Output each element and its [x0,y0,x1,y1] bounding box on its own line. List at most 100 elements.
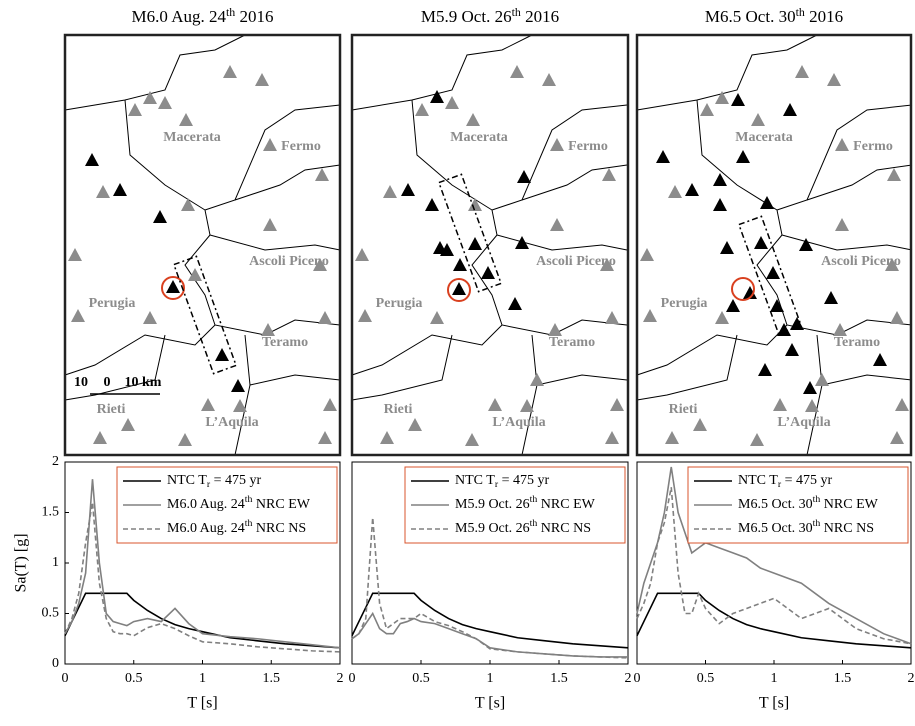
series-line [636,592,912,649]
legend-label: NTC Tr = 475 yr [455,473,549,490]
station-black [758,363,772,376]
region-border [756,234,913,336]
region-border [209,234,341,251]
region-border [696,99,783,236]
station-gray [668,185,682,198]
legend-label: NTC Tr = 475 yr [738,473,832,490]
station-black [799,238,813,251]
station-gray [643,309,657,322]
region-border [244,334,341,386]
station-gray [773,398,787,411]
region-border [64,34,246,111]
station-gray [121,418,135,431]
station-gray [835,138,849,151]
station-black [468,237,482,250]
city-label: Macerata [735,130,793,145]
station-gray [895,398,909,411]
station-gray [261,323,275,336]
station-gray [143,311,157,324]
x-tick-label: 1 [771,671,778,686]
x-axis-label: T [s] [759,695,789,712]
station-gray [255,73,269,86]
epicenter [731,277,755,301]
station-gray [795,65,809,78]
legend-label: M5.9 Oct. 26th NRC EW [455,494,596,512]
station-black [508,297,522,310]
city-label: Fermo [853,139,893,154]
station-gray [380,431,394,444]
station-gray [430,311,444,324]
station-black [231,379,245,392]
station-black [736,150,750,163]
y-tick-label: 0.5 [42,606,60,621]
x-tick-label: 2 [625,671,632,686]
x-tick-label: 2 [337,671,344,686]
x-tick-label: 1.5 [550,671,568,686]
region-border [64,334,166,401]
station-gray [530,373,544,386]
x-tick-label: 0.5 [125,671,143,686]
station-black [517,170,531,183]
region-border [776,104,913,211]
station-gray [233,399,247,412]
station-black [153,210,167,223]
region-border [204,104,341,211]
city-label: L’Aquila [205,415,258,430]
map-title: M6.5 Oct. 30th 2016 [705,5,843,26]
scale-label: 0 [104,375,111,390]
station-gray [128,103,142,116]
station-gray [315,168,329,181]
region-border [351,324,503,376]
station-black [726,299,740,312]
station-gray [885,258,899,271]
fault-plane [172,255,238,375]
station-black [481,266,495,279]
series-line [351,592,629,649]
series-line [64,502,341,653]
station-black [785,343,799,356]
station-gray [550,138,564,151]
region-border [491,104,628,211]
station-gray [715,311,729,324]
region-border [781,234,913,251]
y-tick-label: 2 [52,454,59,469]
station-gray [93,431,107,444]
region-border [531,334,628,386]
region-border [234,384,251,456]
region-border [124,99,211,236]
station-black [713,198,727,211]
city-label: L’Aquila [777,415,830,430]
station-black [440,243,454,256]
station-black [743,286,757,299]
region-border [806,164,913,201]
station-black [166,280,180,293]
region-border [636,34,818,111]
y-axis-label: Sa(T) [g] [13,533,30,592]
station-gray [640,248,654,261]
station-black [453,258,467,271]
station-gray [263,218,277,231]
station-black [215,348,229,361]
region-border [351,34,533,111]
city-label: Teramo [549,335,595,350]
station-black [873,353,887,366]
station-gray [468,198,482,211]
y-tick-label: 1 [52,555,59,570]
station-gray [445,96,459,109]
map-title: M6.0 Aug. 24th 2016 [132,5,274,26]
station-gray [750,433,764,446]
station-gray [610,398,624,411]
station-gray [600,258,614,271]
city-label: Rieti [97,402,126,417]
region-border [234,164,341,201]
city-label: Fermo [568,139,608,154]
station-gray [96,185,110,198]
station-gray [835,218,849,231]
city-label: Perugia [376,296,423,311]
station-gray [488,398,502,411]
series-line [64,592,341,649]
city-label: Macerata [163,130,221,145]
legend-label: M6.5 Oct. 30th NRC NS [738,518,874,536]
legend-label: M6.0 Aug. 24th NRC EW [167,494,311,512]
station-gray [465,433,479,446]
